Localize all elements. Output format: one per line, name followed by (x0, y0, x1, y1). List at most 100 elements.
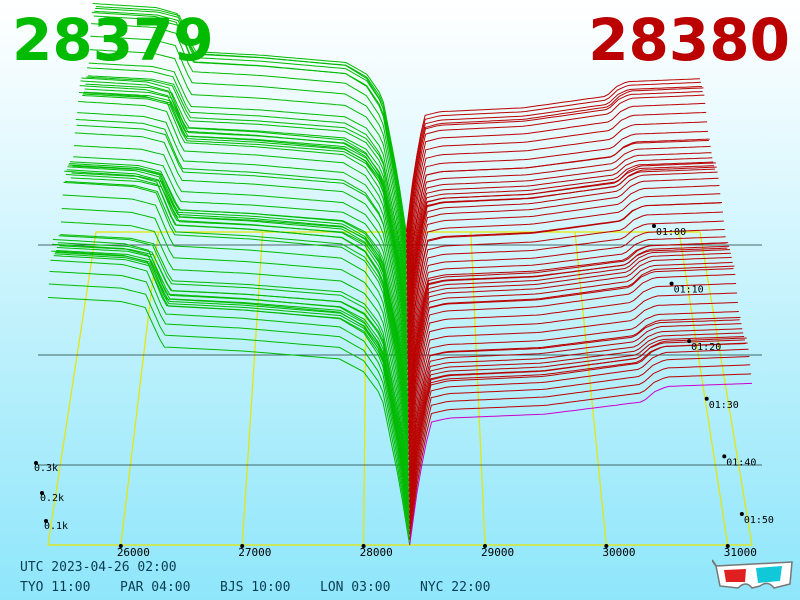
ask-depth-line (408, 265, 735, 439)
x-tick-label: 27000 (238, 546, 271, 559)
bid-depth-line (48, 283, 410, 540)
bid-depth-line (87, 67, 408, 291)
x-gridline (241, 231, 264, 546)
bid-depth-line (54, 253, 410, 503)
bid-depth-line (78, 92, 408, 344)
ask-depth-line (407, 256, 732, 424)
x-gridline (120, 231, 160, 546)
ask-depth-line (408, 301, 738, 461)
bid-depth-line (63, 181, 409, 445)
bid-depth-line (86, 76, 408, 296)
ask-depth-line (408, 292, 738, 455)
x-tick-marker (118, 544, 123, 548)
bid-depth-line (89, 49, 408, 275)
bid-depth-line (62, 194, 410, 450)
bid-depth-line (83, 91, 408, 312)
ask-depth-line (408, 343, 746, 508)
bid-depth-line (88, 62, 408, 280)
bid-depth-line (92, 3, 407, 254)
bid-depth-line (52, 238, 410, 514)
y-tick-marker (44, 519, 48, 523)
bid-depth-line (61, 208, 410, 455)
bid-depth-line (95, 6, 407, 233)
bid-depth-line (82, 93, 408, 317)
y-tick-marker (34, 461, 38, 465)
ask-depth-line (406, 152, 712, 302)
clock-tyo: TYO 11:00 (20, 580, 91, 595)
bid-depth-line (69, 161, 409, 402)
time-tick-marker (722, 454, 727, 459)
ask-depth-line (409, 356, 750, 530)
ask-depth-line (406, 157, 713, 307)
time-tick-marker (669, 281, 674, 286)
ask-depth-line (407, 236, 726, 386)
bid-depth-line (73, 156, 409, 381)
ask-depth-line (407, 220, 724, 376)
ask-depth-line (409, 373, 752, 540)
ask-depth-line (406, 87, 704, 254)
x-gridline (678, 231, 729, 546)
time-tick-marker (687, 339, 692, 344)
bid-depth-line (85, 83, 408, 302)
ask-depth-line (408, 319, 740, 471)
ask-depth-line (406, 138, 710, 291)
depth-snapshots (47, 3, 753, 546)
ask-depth-line (406, 130, 708, 280)
x-tick-label: 28000 (360, 546, 393, 559)
clock-bjs: BJS 10:00 (220, 580, 291, 595)
bid-depth-line (87, 75, 408, 286)
bid-depth-line (57, 242, 410, 482)
bid-depth-line (58, 235, 410, 477)
bid-depth-line (82, 94, 408, 323)
ask-depth-line (408, 283, 737, 450)
y-tick-label: 0.1k (44, 521, 68, 532)
ask-depth-line (406, 91, 703, 248)
x-gridline (574, 231, 607, 546)
x-tick-marker (725, 544, 730, 548)
ask-price: 28380 (588, 6, 790, 74)
bid-depth-line (50, 259, 410, 530)
ask-depth-line (408, 268, 734, 434)
ask-depth-line (406, 145, 711, 296)
ask-depth-line (408, 311, 739, 466)
bid-depth-line (80, 80, 408, 333)
bid-depth-line (67, 166, 409, 418)
ask-depth-line (405, 78, 701, 233)
bid-depth-line (59, 245, 410, 471)
ask-depth-line (405, 81, 701, 238)
ask-depth-line (406, 94, 705, 259)
time-tick-label: 01:10 (674, 285, 704, 296)
bid-depth-line (73, 145, 409, 376)
bid-depth-line (74, 132, 409, 370)
ask-depth-line (407, 245, 730, 408)
3d-glasses-icon[interactable] (712, 558, 796, 594)
time-tick-label: 01:40 (726, 457, 756, 468)
ask-depth-line (408, 273, 736, 445)
bid-depth-line (56, 250, 410, 492)
y-tick-label: 0.2k (40, 493, 64, 504)
ask-depth-line (409, 348, 749, 524)
bid-depth-line (90, 35, 408, 270)
utc-time: UTC 2023-04-26 02:00 (20, 560, 177, 575)
bid-depth-line (77, 112, 408, 355)
x-tick-marker (240, 544, 245, 548)
clock-nyc: NYC 22:00 (420, 580, 491, 595)
ask-depth-line (407, 252, 731, 418)
time-tick-label: 01:20 (691, 342, 721, 353)
x-gridline (470, 231, 486, 546)
x-tick-marker (482, 544, 487, 548)
bid-depth-line (70, 177, 409, 397)
bid-depth-line (81, 77, 408, 328)
ask-depth-line (408, 337, 747, 514)
ask-depth-line (407, 211, 723, 370)
ask-depth-line (408, 328, 743, 487)
ask-depth-line (408, 316, 741, 477)
bid-depth-line (47, 297, 411, 546)
bid-depth-line (49, 270, 410, 535)
bid-depth-line (69, 163, 409, 408)
bid-depth-line (71, 172, 409, 392)
ask-depth-line (408, 336, 745, 498)
bid-depth-line (91, 23, 408, 264)
time-tick-label: 01:30 (709, 400, 739, 411)
bid-depth-line (78, 101, 408, 349)
